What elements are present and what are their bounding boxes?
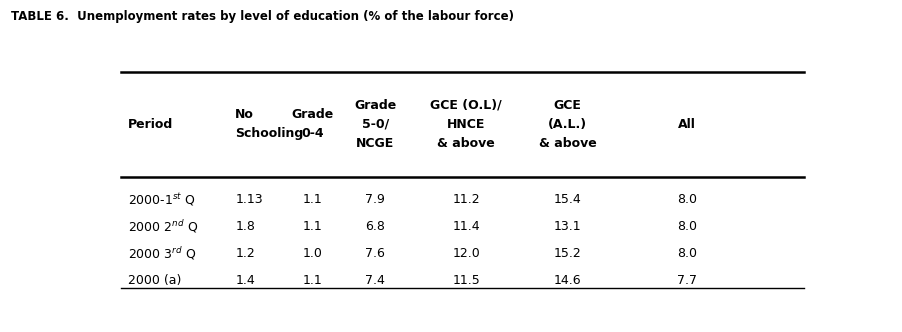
Text: 7.6: 7.6: [365, 247, 385, 260]
Text: GCE (O.L)/: GCE (O.L)/: [430, 99, 502, 112]
Text: Grade: Grade: [290, 108, 333, 121]
Text: 15.4: 15.4: [553, 193, 581, 206]
Text: 7.7: 7.7: [676, 274, 696, 287]
Text: 8.0: 8.0: [676, 220, 696, 233]
Text: (A.L.): (A.L.): [548, 118, 586, 131]
Text: 8.0: 8.0: [676, 193, 696, 206]
Text: Period: Period: [128, 118, 173, 131]
Text: 12.0: 12.0: [452, 247, 480, 260]
Text: 0-4: 0-4: [300, 127, 323, 140]
Text: 1.1: 1.1: [302, 193, 322, 206]
Text: NCGE: NCGE: [355, 137, 394, 150]
Text: 1.2: 1.2: [235, 247, 254, 260]
Text: 11.4: 11.4: [452, 220, 480, 233]
Text: 11.5: 11.5: [452, 274, 480, 287]
Text: 15.2: 15.2: [553, 247, 581, 260]
Text: 1.1: 1.1: [302, 220, 322, 233]
Text: 13.1: 13.1: [553, 220, 581, 233]
Text: GCE: GCE: [553, 99, 581, 112]
Text: 5-0/: 5-0/: [362, 118, 389, 131]
Text: 1.4: 1.4: [235, 274, 254, 287]
Text: HNCE: HNCE: [446, 118, 485, 131]
Text: 2000 (a): 2000 (a): [128, 274, 181, 287]
Text: 1.8: 1.8: [235, 220, 255, 233]
Text: 6.8: 6.8: [365, 220, 385, 233]
Text: TABLE 6.  Unemployment rates by level of education (% of the labour force): TABLE 6. Unemployment rates by level of …: [11, 10, 513, 23]
Text: 2000-1$^{st}$ Q: 2000-1$^{st}$ Q: [128, 191, 196, 208]
Text: 1.0: 1.0: [302, 247, 322, 260]
Text: 2000 2$^{nd}$ Q: 2000 2$^{nd}$ Q: [128, 218, 198, 235]
Text: Schooling: Schooling: [235, 127, 303, 140]
Text: & above: & above: [538, 137, 596, 150]
Text: & above: & above: [437, 137, 494, 150]
Text: 7.9: 7.9: [365, 193, 385, 206]
Text: 8.0: 8.0: [676, 247, 696, 260]
Text: 1.1: 1.1: [302, 274, 322, 287]
Text: 1.13: 1.13: [235, 193, 262, 206]
Text: 14.6: 14.6: [553, 274, 581, 287]
Text: No: No: [235, 108, 254, 121]
Text: All: All: [677, 118, 695, 131]
Text: 7.4: 7.4: [365, 274, 385, 287]
Text: 11.2: 11.2: [452, 193, 480, 206]
Text: 2000 3$^{rd}$ Q: 2000 3$^{rd}$ Q: [128, 245, 197, 262]
Text: Grade: Grade: [354, 99, 396, 112]
